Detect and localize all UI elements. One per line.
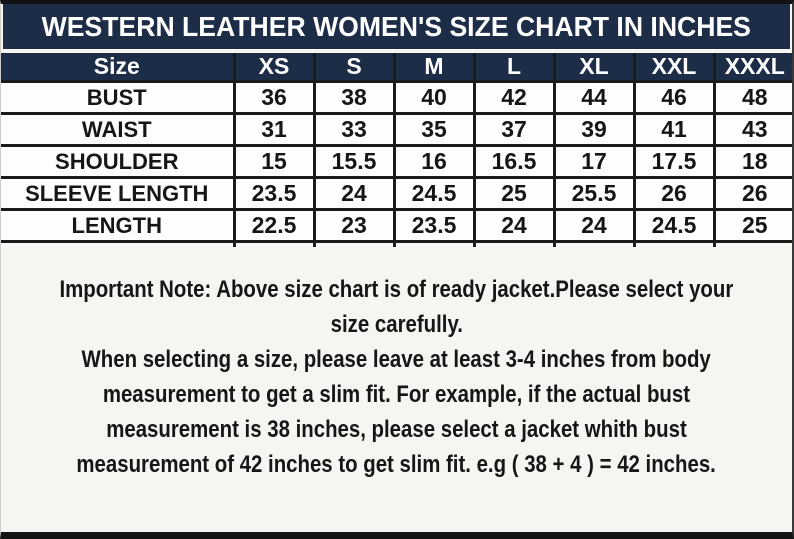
- column-header-xs: XS: [232, 49, 316, 83]
- table-row: SLEEVE LENGTH 23.5 24 24.5 25 25.5 26 26: [1, 176, 792, 211]
- size-value-cell: 26: [712, 176, 792, 211]
- size-value-cell: 24: [312, 176, 396, 211]
- column-header-m: M: [392, 49, 476, 83]
- note-text: Important Note: Above size chart is of r…: [1, 247, 792, 482]
- note-line-text: measurement is 38 inches, please select …: [106, 415, 687, 443]
- size-value-cell: 42: [472, 80, 556, 115]
- size-value-cell: 35: [392, 112, 476, 147]
- note-line: When selecting a size, please leave at l…: [1, 342, 792, 377]
- size-value-cell: 23.5: [392, 208, 476, 243]
- column-header-l: L: [472, 49, 556, 83]
- size-value-cell: 36: [232, 80, 316, 115]
- row-label: WAIST: [1, 112, 236, 147]
- row-label: BUST: [1, 80, 236, 115]
- note-line: measurement of 42 inches to get slim fit…: [1, 447, 792, 482]
- chart-title: WESTERN LEATHER WOMEN'S SIZE CHART IN IN…: [3, 4, 790, 49]
- size-value-cell: 40: [392, 80, 476, 115]
- size-value-cell: 17: [552, 144, 636, 179]
- size-table-body: BUST 36 38 40 42 44 46 48 WAIST 31 33 35 37 39 41 43 SHO…: [1, 80, 792, 247]
- size-value-cell: 43: [712, 112, 792, 147]
- size-value-cell: 17.5: [632, 144, 716, 179]
- table-header-row: Size XS S M L XL XXL XXXL: [1, 49, 792, 83]
- note-line: Important Note: Above size chart is of r…: [1, 272, 792, 307]
- size-value-cell: 26: [632, 176, 716, 211]
- size-value-cell: 24.5: [392, 176, 476, 211]
- note-line: measurement to get a slim fit. For examp…: [1, 377, 792, 412]
- spacer-cell: [392, 240, 476, 247]
- chart-title-text: WESTERN LEATHER WOMEN'S SIZE CHART IN IN…: [41, 11, 752, 42]
- note-line-text: measurement of 42 inches to get slim fit…: [76, 450, 717, 478]
- size-value-cell: 38: [312, 80, 396, 115]
- size-value-cell: 33: [312, 112, 396, 147]
- size-value-cell: 48: [712, 80, 792, 115]
- size-table: Size XS S M L XL XXL XXXL BUST 36 38 40 42 44 46 48 WAI…: [1, 49, 792, 247]
- spacer-cell: [472, 240, 556, 247]
- size-value-cell: 41: [632, 112, 716, 147]
- spacer-cell: [552, 240, 636, 247]
- note-line: measurement is 38 inches, please select …: [1, 412, 792, 447]
- table-row: LENGTH 22.5 23 23.5 24 24 24.5 25: [1, 208, 792, 243]
- size-value-cell: 44: [552, 80, 636, 115]
- spacer-cell: [1, 240, 236, 247]
- size-value-cell: 23: [312, 208, 396, 243]
- size-value-cell: 46: [632, 80, 716, 115]
- table-spacer-row: [1, 240, 792, 247]
- column-header-xl: XL: [552, 49, 636, 83]
- table-row: WAIST 31 33 35 37 39 41 43: [1, 112, 792, 147]
- spacer-cell: [232, 240, 316, 247]
- size-value-cell: 18: [712, 144, 792, 179]
- note-line: size carefully.: [1, 307, 792, 342]
- size-value-cell: 39: [552, 112, 636, 147]
- size-value-cell: 37: [472, 112, 556, 147]
- size-value-cell: 25: [712, 208, 792, 243]
- table-row: BUST 36 38 40 42 44 46 48: [1, 80, 792, 115]
- size-value-cell: 16.5: [472, 144, 556, 179]
- size-value-cell: 15: [232, 144, 316, 179]
- spacer-cell: [632, 240, 716, 247]
- size-value-cell: 25.5: [552, 176, 636, 211]
- size-value-cell: 24: [552, 208, 636, 243]
- column-header-s: S: [312, 49, 396, 83]
- size-value-cell: 24: [472, 208, 556, 243]
- size-value-cell: 24.5: [632, 208, 716, 243]
- row-label: SHOULDER: [1, 144, 236, 179]
- size-value-cell: 25: [472, 176, 556, 211]
- column-header-xxl: XXL: [632, 49, 716, 83]
- size-value-cell: 15.5: [312, 144, 396, 179]
- row-label: LENGTH: [1, 208, 236, 243]
- size-value-cell: 31: [232, 112, 316, 147]
- note-line-text: size carefully.: [330, 310, 463, 338]
- note-line-text: When selecting a size, please leave at l…: [81, 345, 712, 373]
- column-header-xxxl: XXXL: [712, 49, 792, 83]
- note-line-text: measurement to get a slim fit. For examp…: [102, 380, 691, 408]
- column-header-size: Size: [1, 49, 236, 83]
- size-value-cell: 22.5: [232, 208, 316, 243]
- row-label: SLEEVE LENGTH: [1, 176, 236, 211]
- spacer-cell: [712, 240, 792, 247]
- note-line-text: Important Note: Above size chart is of r…: [59, 275, 734, 303]
- size-value-cell: 23.5: [232, 176, 316, 211]
- table-row: SHOULDER 15 15.5 16 16.5 17 17.5 18: [1, 144, 792, 179]
- size-value-cell: 16: [392, 144, 476, 179]
- spacer-cell: [312, 240, 396, 247]
